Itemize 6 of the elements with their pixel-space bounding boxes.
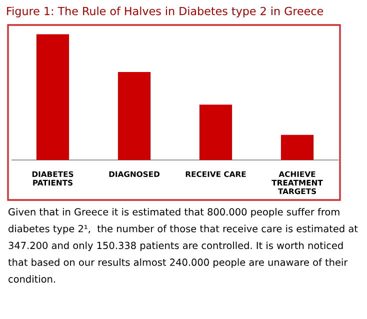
bar [118,72,151,160]
bar [36,34,70,160]
bar [199,104,232,160]
bar [280,134,314,160]
chart-title: Figure 1: The Rule of Halves in Diabetes type 2 in Greece [7,6,324,18]
text: Given that in Greece it is estimated that 800.000 people suffer from diabetes type 2¹, the number of those that receive care is estimated at 347.200 and only 150.338 patients are controlled. It is worth noticed that based on our results almost 240.000 people are unaware of their condition. [8,208,358,283]
